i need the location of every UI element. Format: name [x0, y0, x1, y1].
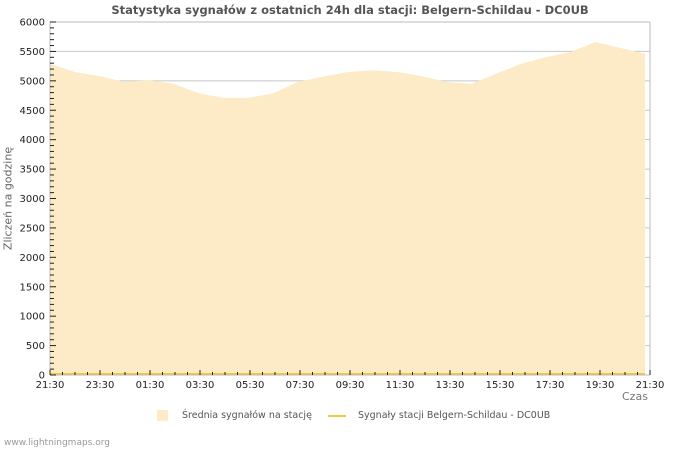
svg-text:21:30: 21:30 — [636, 380, 665, 391]
svg-text:1000: 1000 — [20, 312, 45, 323]
svg-text:23:30: 23:30 — [86, 380, 115, 391]
svg-text:4000: 4000 — [20, 135, 45, 146]
svg-text:0: 0 — [39, 371, 45, 382]
x-axis-label: Czas — [622, 390, 648, 403]
svg-text:4500: 4500 — [20, 106, 45, 117]
svg-text:15:30: 15:30 — [486, 380, 515, 391]
svg-text:1500: 1500 — [20, 282, 45, 293]
legend-item-station[interactable]: Sygnały stacji Belgern-Schildau - DC0UB — [328, 410, 550, 421]
svg-text:3500: 3500 — [20, 165, 45, 176]
average-signals-area — [50, 42, 645, 375]
svg-text:03:30: 03:30 — [186, 380, 215, 391]
svg-text:13:30: 13:30 — [436, 380, 465, 391]
svg-text:2500: 2500 — [20, 223, 45, 234]
svg-text:09:30: 09:30 — [336, 380, 365, 391]
svg-text:5000: 5000 — [20, 76, 45, 87]
legend: Średnia sygnałów na stację Sygnały stacj… — [0, 410, 700, 426]
svg-text:19:30: 19:30 — [586, 380, 615, 391]
svg-text:6000: 6000 — [20, 18, 45, 29]
chart-plot: 0 500 1000 1500 2000 2500 3000 3500 4000 4500 5000… — [20, 18, 665, 392]
legend-item-average[interactable]: Średnia sygnałów na stację — [157, 410, 312, 421]
area-swatch-icon — [157, 410, 168, 421]
chart-title: Statystyka sygnałów z ostatnich 24h dla … — [111, 3, 589, 17]
svg-text:21:30: 21:30 — [36, 380, 65, 391]
svg-text:17:30: 17:30 — [536, 380, 565, 391]
svg-text:11:30: 11:30 — [386, 380, 415, 391]
svg-text:01:30: 01:30 — [136, 380, 165, 391]
svg-text:2000: 2000 — [20, 253, 45, 264]
x-axis-ticks: 21:30 23:30 01:30 03:30 05:30 07:30 09:30 11:30… — [36, 370, 665, 391]
svg-text:500: 500 — [26, 341, 45, 352]
svg-text:3000: 3000 — [20, 194, 45, 205]
legend-label-average: Średnia sygnałów na stację — [182, 410, 312, 421]
y-axis-ticks: 0 500 1000 1500 2000 2500 3000 3500 4000 4500 5000… — [20, 18, 56, 382]
svg-text:07:30: 07:30 — [286, 380, 315, 391]
legend-label-station: Sygnały stacji Belgern-Schildau - DC0UB — [358, 410, 551, 421]
svg-text:05:30: 05:30 — [236, 380, 265, 391]
svg-text:5500: 5500 — [20, 47, 45, 58]
line-swatch-icon — [328, 414, 346, 417]
footer-credit: www.lightningmaps.org — [4, 438, 110, 448]
